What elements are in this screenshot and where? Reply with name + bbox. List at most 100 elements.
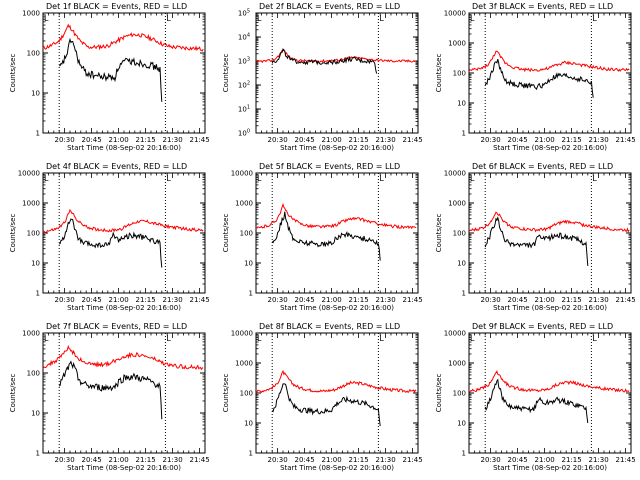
interval-marker-label: L	[257, 334, 262, 343]
x-tick-label: 21:15	[136, 136, 156, 144]
plot-frame	[42, 172, 206, 294]
y-tick-label: 102	[238, 81, 250, 90]
interval-marker-label: L	[379, 174, 384, 183]
x-tick-label: 21:30	[589, 456, 609, 464]
y-tick-label: 10	[457, 100, 466, 108]
y-tick-label: 1000	[448, 360, 466, 368]
y-axis-label: Counts/sec	[222, 214, 230, 253]
x-tick-label: 20:45	[508, 136, 528, 144]
x-tick-label: 21:45	[403, 136, 423, 144]
x-tick-label: 21:00	[535, 456, 555, 464]
x-tick-label: 21:30	[376, 296, 396, 304]
y-tick-label: 105	[238, 9, 250, 18]
x-tick-label: 21:45	[403, 296, 423, 304]
x-tick-label: 21:00	[322, 296, 342, 304]
panel-title: Det 4f BLACK = Events, RED = LLD	[46, 162, 187, 171]
y-axis-label: Counts/sec	[222, 374, 230, 413]
series-events-line	[58, 218, 163, 268]
series-events-line	[271, 48, 378, 74]
x-tick-label: 20:30	[268, 296, 288, 304]
series-lld-line	[42, 23, 204, 52]
y-tick-label: 104	[238, 33, 250, 42]
y-tick-label: 10	[31, 260, 40, 268]
plot-frame	[255, 172, 419, 294]
x-tick-label: 21:30	[589, 296, 609, 304]
panel-1: Det 1f BLACK = Events, RED = LLD 1 10 100 10…	[9, 2, 210, 152]
interval-marker-label: L	[470, 334, 475, 343]
y-tick-label: 10	[31, 90, 40, 98]
plot-frame	[468, 332, 632, 454]
series-events-line	[59, 37, 163, 102]
y-tick-label: 1000	[235, 200, 253, 208]
y-tick-label: 1	[36, 450, 40, 458]
panel-title: Det 6f BLACK = Events, RED = LLD	[472, 162, 613, 171]
series-events-line	[271, 383, 381, 426]
y-tick-label: 1	[462, 290, 466, 298]
x-axis-label: Start Time (08-Sep-02 20:16:00)	[280, 464, 394, 472]
x-axis-label: Start Time (08-Sep-02 20:16:00)	[493, 304, 607, 312]
x-tick-label: 20:30	[481, 296, 501, 304]
y-tick-label: 103	[238, 57, 250, 66]
panel-2: Det 2f BLACK = Events, RED = LLD 100 101 10…	[222, 2, 423, 152]
x-tick-label: 21:00	[322, 136, 342, 144]
series-lld-line	[255, 369, 417, 394]
series-lld-line	[468, 50, 630, 73]
y-tick-label: 100	[27, 50, 40, 58]
interval-marker-label: L	[44, 174, 49, 183]
y-tick-label: 10000	[231, 330, 253, 338]
y-tick-label: 1000	[448, 40, 466, 48]
series-lld-line	[468, 211, 630, 233]
interval-marker-label: L	[592, 334, 597, 343]
interval-marker-label: L	[470, 174, 475, 183]
x-tick-label: 20:30	[55, 296, 75, 304]
y-axis-label: Counts/sec	[435, 374, 443, 413]
y-tick-label: 10	[31, 410, 40, 418]
x-tick-label: 21:45	[616, 136, 636, 144]
series-lld-line	[42, 344, 204, 371]
y-tick-label: 1	[462, 130, 466, 138]
series-events-line	[58, 360, 163, 420]
y-tick-label: 10	[457, 260, 466, 268]
y-tick-label: 100	[240, 230, 253, 238]
y-axis-label: Counts/sec	[435, 214, 443, 253]
interval-marker-label: L	[592, 14, 597, 23]
x-tick-label: 21:30	[376, 456, 396, 464]
panel-7: Det 7f BLACK = Events, RED = LLD 1 10 100 10…	[9, 322, 210, 472]
x-tick-label: 21:15	[562, 296, 582, 304]
x-tick-label: 21:45	[190, 136, 210, 144]
y-axis-label: Counts/sec	[9, 214, 17, 253]
interval-marker-label: L	[379, 14, 384, 23]
plot-frame	[255, 12, 419, 134]
interval-marker-label: L	[592, 174, 597, 183]
x-axis-label: Start Time (08-Sep-02 20:16:00)	[67, 144, 181, 152]
y-tick-label: 100	[238, 129, 250, 138]
x-tick-label: 20:30	[55, 456, 75, 464]
y-tick-label: 10	[244, 420, 253, 428]
series-events-line	[484, 378, 589, 424]
x-tick-label: 20:45	[295, 136, 315, 144]
y-tick-label: 1	[36, 290, 40, 298]
interval-marker-label: L	[166, 14, 171, 23]
series-lld-line	[468, 370, 630, 393]
x-tick-label: 20:45	[295, 456, 315, 464]
series-lld-line	[255, 202, 417, 230]
x-tick-label: 21:15	[349, 456, 369, 464]
panel-title: Det 5f BLACK = Events, RED = LLD	[259, 162, 400, 171]
interval-marker-label: L	[166, 334, 171, 343]
y-tick-label: 1000	[22, 330, 40, 338]
plot-frame	[468, 12, 632, 134]
x-tick-label: 21:45	[616, 296, 636, 304]
y-tick-label: 10000	[444, 330, 466, 338]
panel-4: Det 4f BLACK = Events, RED = LLD 1 10 100 10…	[9, 162, 210, 312]
x-tick-label: 21:45	[190, 456, 210, 464]
x-tick-label: 21:45	[403, 456, 423, 464]
y-tick-label: 101	[238, 105, 250, 114]
x-tick-label: 21:45	[190, 296, 210, 304]
y-axis-label: Counts/sec	[9, 54, 17, 93]
y-tick-label: 1	[36, 130, 40, 138]
y-tick-label: 10000	[444, 10, 466, 18]
interval-marker-label: L	[44, 14, 49, 23]
x-tick-label: 21:30	[163, 456, 183, 464]
x-tick-label: 20:30	[481, 136, 501, 144]
